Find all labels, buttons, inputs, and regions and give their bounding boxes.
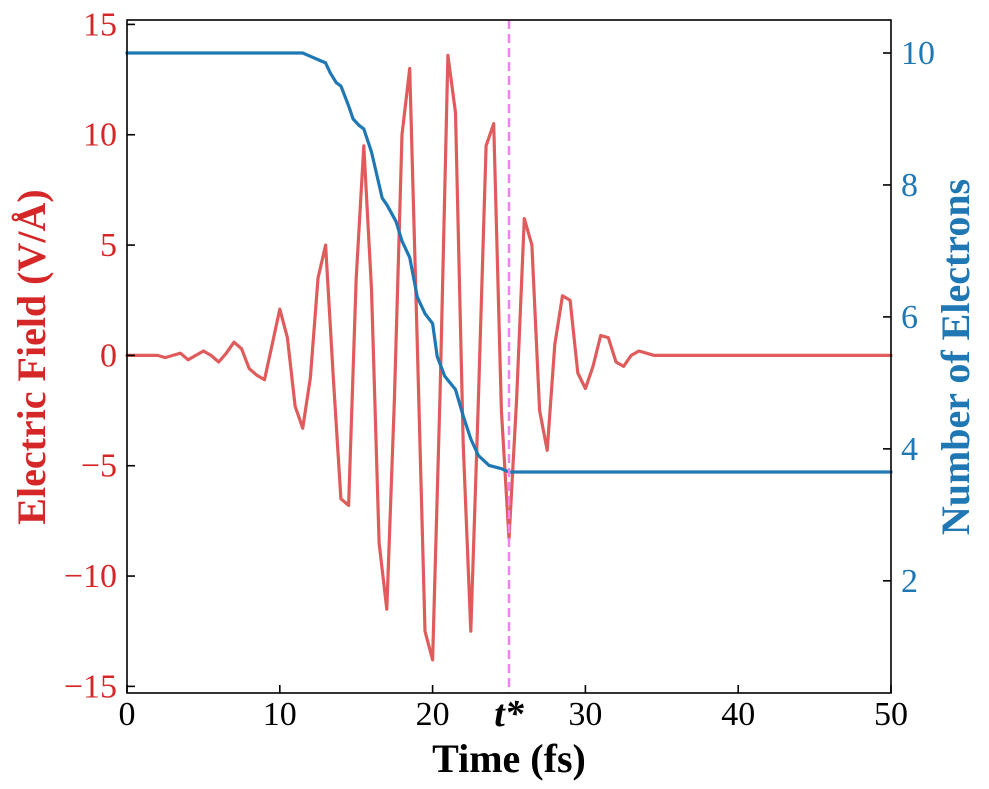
electric-field-line [125,53,893,662]
right-tick-label: 2 [901,563,918,600]
left-tick-label: −5 [81,448,117,485]
x-tick-label: 30 [568,696,602,733]
right-tick-label: 10 [901,35,935,72]
left-tick-label: −15 [64,668,117,705]
right-tick-label: 6 [901,299,918,336]
left-axis-title: Electric Field (V/Å) [9,189,54,524]
left-tick-label: 15 [83,6,117,43]
x-axis-title: Time (fs) [432,736,586,781]
x-tick-label: 0 [119,696,136,733]
plot-frame [126,19,892,694]
x-tick-label: 50 [874,696,908,733]
right-tick-label: 8 [901,167,918,204]
right-tick-label: 4 [901,431,918,468]
left-tick-label: 0 [100,337,117,374]
x-tick-label: 20 [416,696,450,733]
left-tick-label: 10 [83,117,117,154]
x-tick-label: 40 [721,696,755,733]
marker-label: t* [494,693,525,735]
left-tick-label: 5 [100,227,117,264]
right-axis-title: Number of Electrons [933,179,978,535]
x-tick-label: 10 [263,696,297,733]
series-layer [125,20,893,693]
left-tick-label: −10 [64,558,117,595]
electron-count-line [125,51,893,474]
